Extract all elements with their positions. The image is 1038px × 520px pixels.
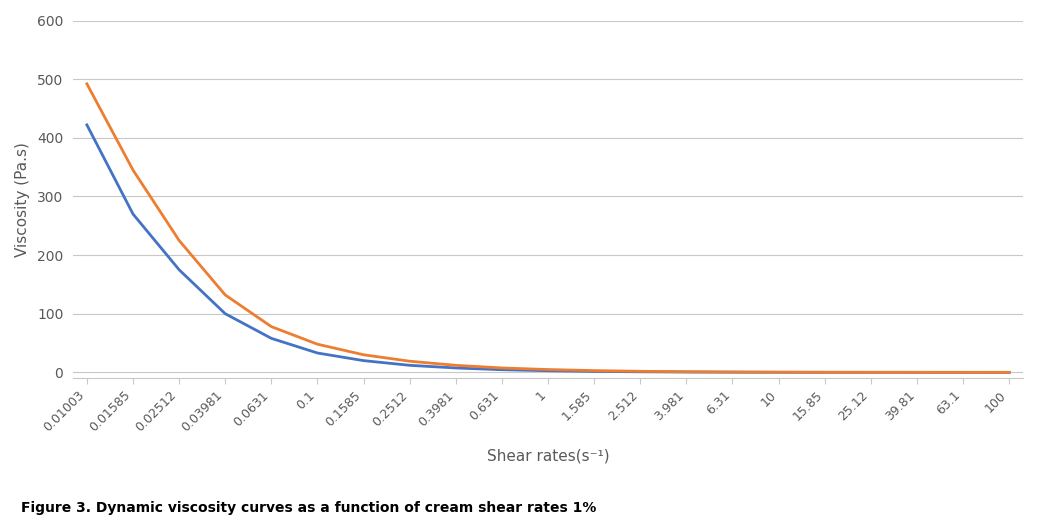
Text: Figure 3. Dynamic viscosity curves as a function of cream shear rates 1%: Figure 3. Dynamic viscosity curves as a … (21, 501, 596, 515)
X-axis label: Shear rates(s⁻¹): Shear rates(s⁻¹) (487, 448, 609, 463)
Y-axis label: Viscosity (Pa.s): Viscosity (Pa.s) (15, 142, 30, 257)
